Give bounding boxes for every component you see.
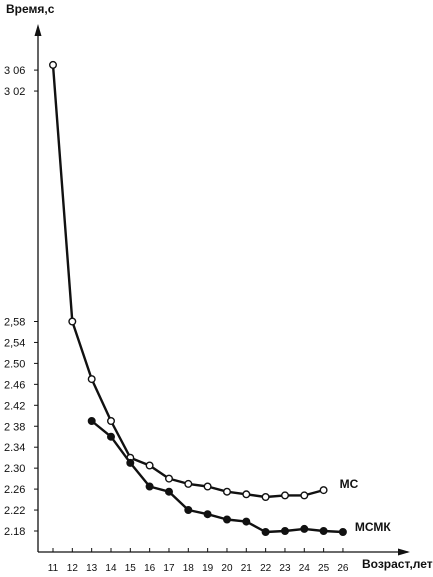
data-point-msmk [338, 528, 347, 537]
series-label-msmk: МСМК [355, 520, 392, 534]
x-tick-label: 18 [183, 563, 195, 574]
series-line-ms [51, 64, 324, 499]
y-tick-label: 2.30 [4, 463, 25, 475]
y-tick-label: 2.18 [4, 526, 25, 538]
series-label-ms: МС [340, 477, 359, 491]
data-point-ms [261, 493, 270, 502]
y-tick-label: 2.26 [4, 484, 25, 496]
series-layer: МС МСМК [49, 60, 392, 537]
data-point-ms [203, 482, 212, 491]
x-tick-label: 17 [163, 563, 175, 574]
x-tick-label: 16 [144, 563, 156, 574]
x-tick-label: 19 [202, 563, 214, 574]
y-tick-label: 2.50 [4, 358, 25, 370]
x-tick-label: 20 [221, 563, 233, 574]
data-point-msmk [145, 482, 154, 491]
y-tick-label: 2,58 [4, 317, 25, 329]
data-point-ms [164, 474, 173, 483]
data-point-ms [242, 490, 251, 499]
x-tick-label: 24 [299, 563, 311, 574]
data-point-ms [68, 317, 77, 326]
data-point-ms [145, 461, 154, 470]
data-point-msmk [184, 506, 193, 515]
data-point-msmk [164, 487, 173, 496]
data-point-msmk [87, 417, 96, 426]
series-line-msmk [90, 420, 343, 534]
y-tick-label: 2 38 [4, 421, 25, 433]
data-point-ms [87, 375, 96, 384]
y-tick-label: 3 02 [4, 86, 25, 98]
y-tick-label: 2.46 [4, 379, 25, 391]
data-point-ms [49, 60, 58, 69]
y-axis-arrow [34, 24, 42, 36]
data-point-msmk [126, 458, 135, 467]
data-point-msmk [281, 527, 290, 536]
y-tick-label: 2.42 [4, 400, 25, 412]
y-axis-title: Время,с [6, 2, 55, 16]
data-point-msmk [203, 510, 212, 519]
x-axis-title: Возраст,лет [362, 557, 433, 571]
y-axis-ticks: 2.18 2.22 2.26 2.30 2.34 2 38 2.42 2.46 2.50 2,54… [4, 65, 38, 538]
data-point-ms [106, 417, 115, 426]
data-point-msmk [300, 524, 309, 533]
x-tick-label: 25 [318, 563, 330, 574]
x-tick-label: 13 [86, 563, 98, 574]
data-point-msmk [319, 527, 328, 536]
data-point-ms [184, 479, 193, 488]
x-tick-label: 22 [260, 563, 272, 574]
data-point-ms [222, 487, 231, 496]
x-tick-label: 21 [241, 563, 253, 574]
data-point-ms [319, 486, 328, 495]
x-tick-label: 15 [125, 563, 137, 574]
y-tick-label: 3 06 [4, 65, 25, 77]
data-point-ms [281, 491, 290, 500]
data-point-ms [300, 491, 309, 500]
x-tick-label: 11 [48, 563, 59, 574]
y-tick-label: 2,54 [4, 337, 25, 349]
data-point-msmk [222, 515, 231, 524]
x-tick-label: 23 [279, 563, 291, 574]
data-point-msmk [106, 432, 115, 441]
x-tick-label: 14 [105, 563, 117, 574]
data-point-msmk [261, 528, 270, 537]
data-point-msmk [242, 517, 251, 526]
x-tick-label: 12 [67, 563, 79, 574]
x-axis-ticks: 11 12 13 14 15 16 17 18 19 20 21 22 23 24 25 26 [48, 548, 349, 574]
x-tick-label: 26 [337, 563, 349, 574]
y-tick-label: 2.34 [4, 442, 25, 454]
y-tick-label: 2.22 [4, 505, 25, 517]
x-axis-arrow [398, 548, 410, 556]
